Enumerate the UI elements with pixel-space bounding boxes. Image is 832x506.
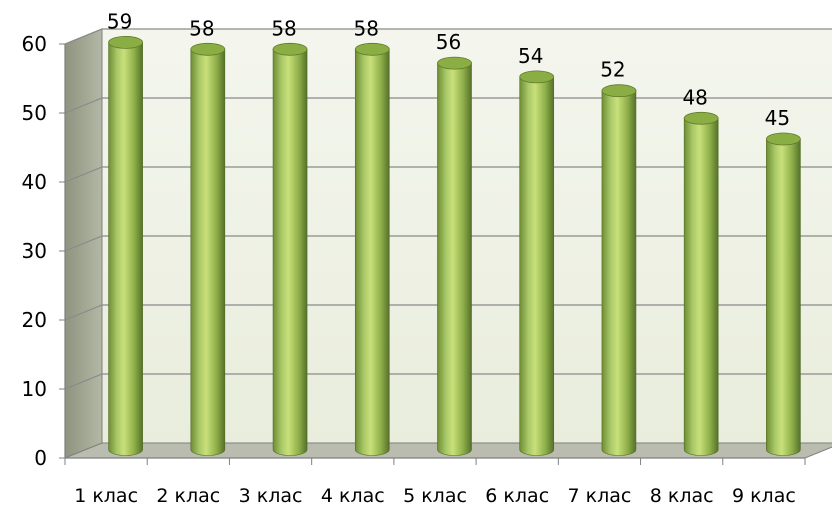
data-label: 58	[354, 16, 379, 40]
data-label: 48	[682, 85, 707, 109]
data-label: 54	[518, 44, 543, 68]
x-category-label: 4 клас	[321, 485, 385, 506]
bar-top	[272, 42, 308, 56]
bar	[108, 36, 144, 456]
data-label: 58	[271, 16, 296, 40]
data-label: 59	[107, 9, 132, 33]
bar-body	[766, 138, 801, 456]
y-tick-label: 40	[22, 170, 47, 194]
bar-top	[519, 70, 555, 84]
x-category-label: 7 клас	[568, 485, 632, 506]
bar	[683, 111, 719, 456]
data-label: 56	[436, 30, 461, 54]
bar-top	[190, 42, 226, 56]
x-category-label: 1 клас	[74, 485, 138, 506]
gridline	[64, 304, 832, 321]
bar	[519, 70, 555, 456]
y-tick-label: 60	[22, 32, 47, 56]
y-tick-label: 50	[22, 101, 47, 125]
bar-body	[190, 49, 226, 456]
bar-body	[519, 76, 555, 456]
bar-body	[354, 49, 390, 456]
bar-top	[437, 56, 472, 70]
bar-body	[272, 49, 308, 456]
gridline	[64, 97, 832, 114]
y-tick-label: 10	[22, 377, 47, 401]
x-category-label: 2 клас	[156, 485, 220, 506]
bar	[354, 42, 390, 456]
x-category-label: 9 клас	[732, 485, 796, 506]
bar	[437, 56, 472, 456]
bar	[765, 132, 801, 456]
y-tick-label: 30	[22, 239, 47, 263]
x-category-label: 3 клас	[239, 485, 303, 506]
x-category-label: 8 клас	[650, 485, 714, 506]
bar-top	[601, 84, 637, 98]
data-label: 58	[189, 16, 214, 40]
x-category-label: 6 клас	[485, 485, 549, 506]
gridline	[64, 235, 832, 252]
bar-body	[683, 118, 719, 456]
bar-top	[683, 111, 719, 125]
x-category-label: 5 клас	[403, 485, 467, 506]
bar-body	[437, 62, 472, 456]
bar-body	[108, 42, 143, 456]
gridline	[64, 166, 832, 183]
data-label: 52	[600, 58, 625, 82]
gridline	[64, 373, 832, 390]
bar	[190, 42, 226, 456]
bar-top	[108, 36, 144, 49]
bar	[601, 84, 637, 456]
data-label: 45	[765, 106, 790, 130]
y-tick-label: 20	[22, 308, 47, 332]
bar-body	[601, 90, 637, 456]
y-tick-label: 0	[34, 446, 47, 470]
bar	[272, 42, 308, 456]
bar-top	[354, 42, 390, 56]
gridline	[64, 28, 832, 45]
bar-top	[765, 132, 801, 146]
